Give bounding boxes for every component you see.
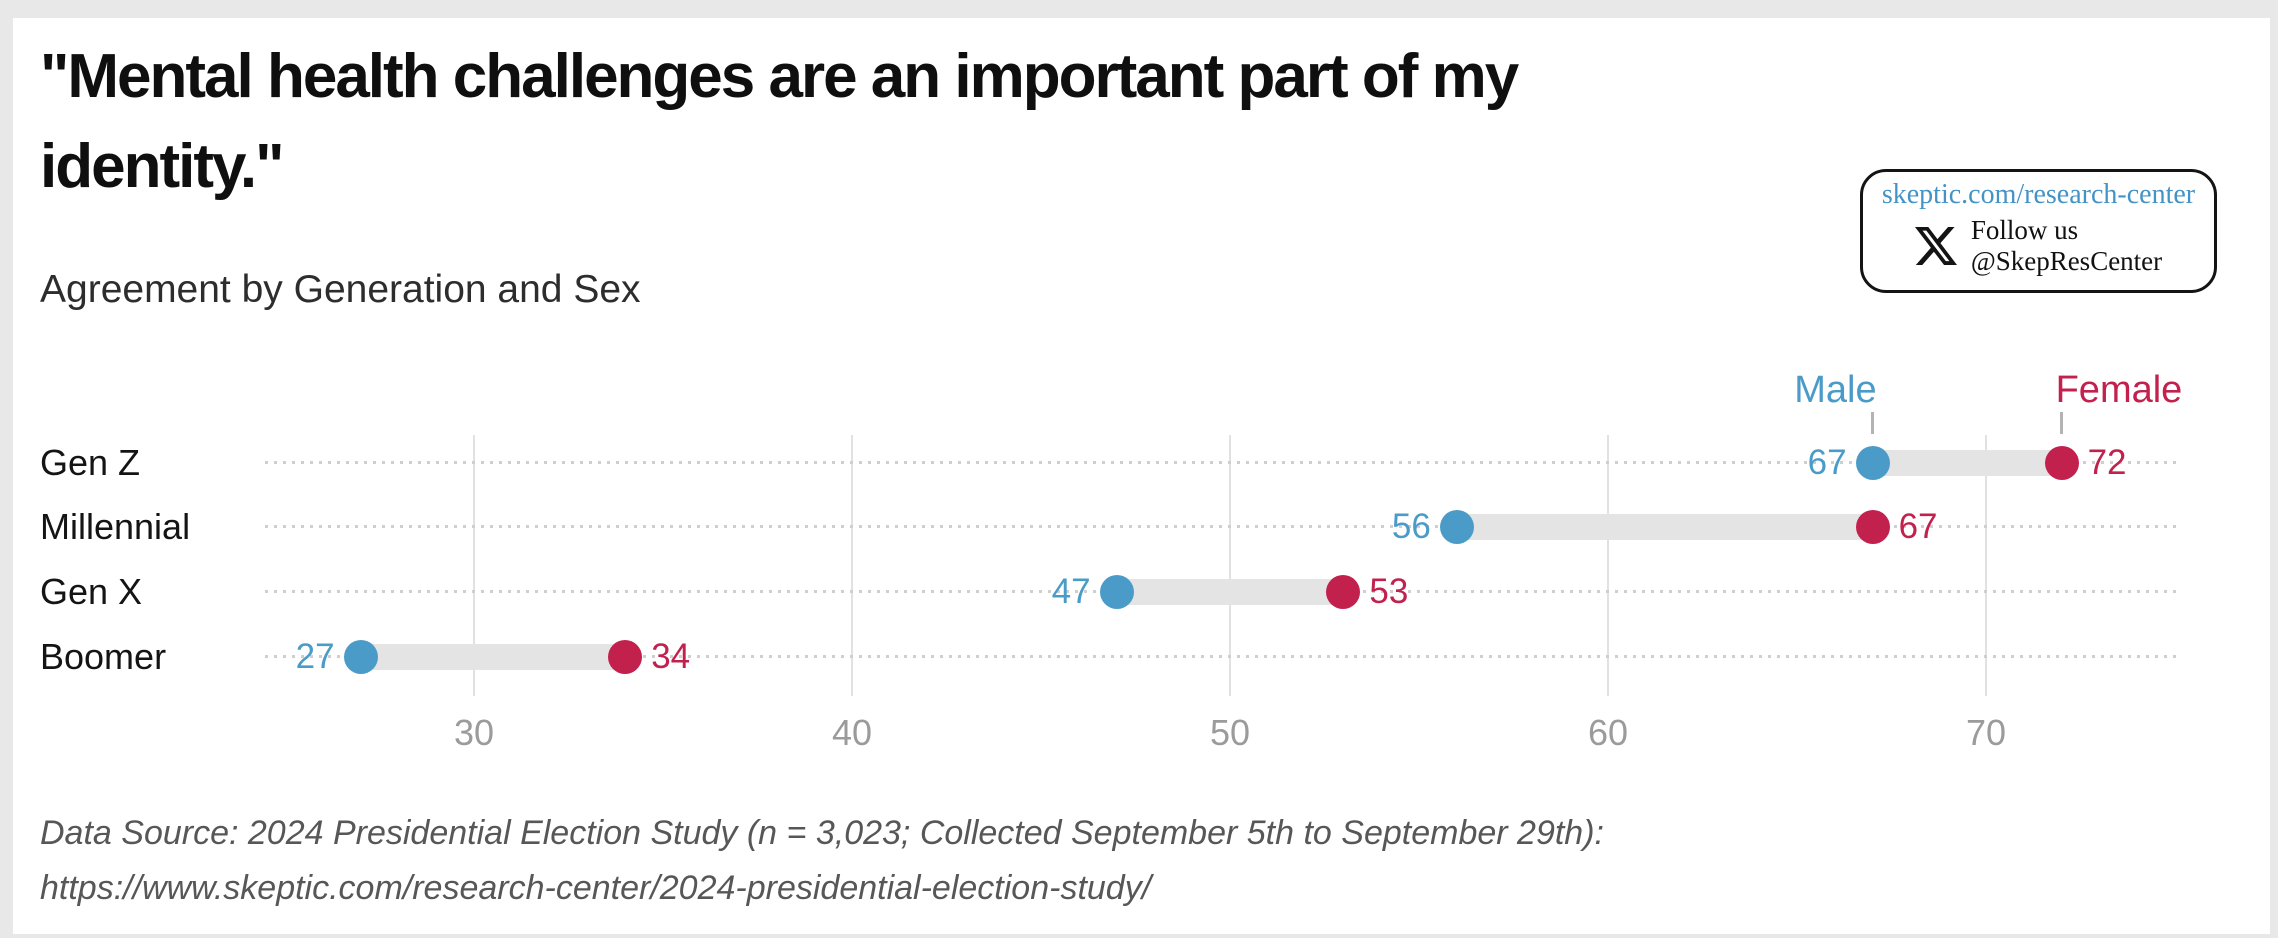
row-dotted-line — [265, 525, 2178, 528]
male-dot — [1439, 510, 1474, 544]
legend-male-pointer — [1870, 412, 1874, 434]
legend-female-label: Female — [2055, 369, 2183, 411]
female-value-label: 67 — [1898, 507, 1938, 546]
female-value-label: 72 — [2087, 443, 2127, 482]
x-tick-label: 60 — [1587, 712, 1629, 753]
badge-follow-text: Follow us @SkepResCenter — [1971, 215, 2162, 277]
male-dot — [343, 640, 378, 674]
x-gridline — [473, 435, 475, 696]
chart-title: "Mental health challenges are an importa… — [40, 32, 1519, 212]
connector-band — [1116, 579, 1344, 605]
male-dot — [1099, 575, 1134, 609]
badge-follow-line-2: @SkepResCenter — [1970, 246, 2163, 276]
x-tick-label: 40 — [831, 712, 873, 753]
female-value-label: 34 — [651, 637, 691, 676]
female-dot — [1326, 575, 1361, 609]
chart-card: 30 40 50 60 70 Gen Z 67 72 Millennial 56 67 Gen X 47… — [13, 18, 2270, 934]
chart-subtitle: Agreement by Generation and Sex — [40, 268, 641, 311]
female-dot — [2044, 446, 2079, 480]
row-label: Millennial — [40, 506, 191, 547]
badge-link[interactable]: skeptic.com/research-center — [1881, 179, 2196, 210]
connector-band — [1872, 450, 2062, 476]
row-label: Gen X — [40, 571, 143, 612]
data-source-footer: Data Source: 2024 Presidential Election … — [40, 806, 1604, 916]
x-tick-label: 50 — [1209, 712, 1251, 753]
row-dotted-line — [265, 655, 2178, 658]
connector-band — [1456, 514, 1873, 540]
social-badge: skeptic.com/research-center Follow us @S… — [1860, 169, 2217, 293]
x-gridline — [1607, 435, 1609, 696]
female-dot — [608, 640, 643, 674]
female-value-label: 53 — [1369, 572, 1409, 611]
x-gridline — [851, 435, 853, 696]
male-value-label: 56 — [1391, 507, 1431, 546]
male-dot — [1855, 446, 1890, 480]
male-value-label: 27 — [295, 637, 335, 676]
x-gridline — [1985, 435, 1987, 696]
chart-title-line-2: identity." — [40, 132, 284, 201]
connector-band — [360, 644, 626, 670]
male-value-label: 67 — [1807, 443, 1847, 482]
row-label: Gen Z — [40, 442, 141, 483]
row-label: Boomer — [40, 636, 167, 677]
footer-url-line: https://www.skeptic.com/research-center/… — [40, 869, 1152, 907]
x-logo-icon — [1914, 225, 1957, 267]
female-dot — [1855, 510, 1890, 544]
footer-source-line: Data Source: 2024 Presidential Election … — [40, 814, 1604, 852]
legend-male-label: Male — [1794, 369, 1877, 411]
x-tick-label: 70 — [1965, 712, 2007, 753]
chart-title-line-1: "Mental health challenges are an importa… — [40, 42, 1519, 111]
legend-female-pointer — [2059, 412, 2063, 434]
x-tick-label: 30 — [453, 712, 495, 753]
male-value-label: 47 — [1051, 572, 1091, 611]
row-dotted-line — [265, 461, 2178, 464]
x-gridline — [1229, 435, 1231, 696]
badge-follow-line-1: Follow us — [1970, 215, 2079, 245]
chart-area: 30 40 50 60 70 Gen Z 67 72 Millennial 56 67 Gen X 47… — [13, 18, 2270, 934]
